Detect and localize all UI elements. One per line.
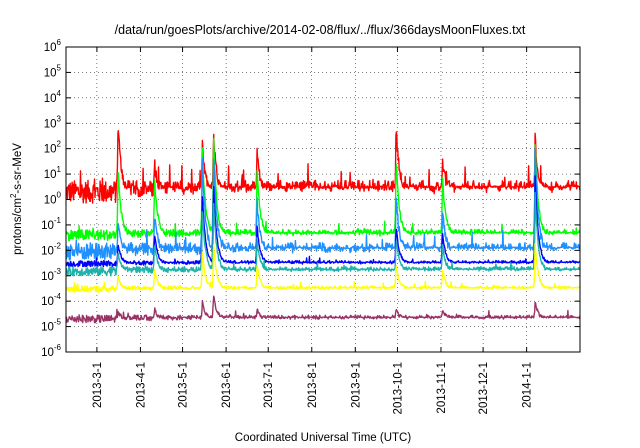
series-line xyxy=(65,129,581,204)
x-tick-label: 2013-11-1 xyxy=(436,362,448,414)
y-tick-exponent: -6 xyxy=(54,343,62,352)
y-tick-exponent: 6 xyxy=(57,38,62,47)
x-tick-label: 2013-6-1 xyxy=(221,362,233,408)
series-line xyxy=(65,242,581,293)
y-tick-label: 105 xyxy=(44,63,62,79)
y-tick-base: 10 xyxy=(41,245,54,257)
series-line xyxy=(65,147,581,261)
x-axis-label: Coordinated Universal Time (UTC) xyxy=(235,432,412,444)
y-tick-base: 10 xyxy=(41,220,54,232)
y-axis-label-prefix: protons/cm xyxy=(12,198,24,255)
y-tick-label: 10-4 xyxy=(41,292,61,308)
y-tick-base: 10 xyxy=(44,144,57,156)
y-tick-exponent: -3 xyxy=(54,267,62,276)
y-tick-exponent: 5 xyxy=(57,63,62,72)
y-tick-exponent: 1 xyxy=(57,165,62,174)
y-tick-base: 10 xyxy=(44,169,57,181)
series-layer xyxy=(65,129,581,324)
tick-marks xyxy=(66,46,580,353)
y-tick-label: 100 xyxy=(44,191,62,207)
y-tick-exponent: 2 xyxy=(57,140,62,149)
y-tick-label: 102 xyxy=(44,140,62,156)
y-tick-base: 10 xyxy=(44,93,57,105)
y-tick-exponent: -2 xyxy=(54,241,62,250)
y-tick-exponent: 4 xyxy=(57,89,62,98)
x-tick-label: 2013-12-1 xyxy=(478,362,490,414)
y-tick-exponent: -5 xyxy=(54,318,62,327)
y-axis-label: protons/cm2-s-sr-MeV xyxy=(9,143,24,255)
x-tick-label: 2013-7-1 xyxy=(263,362,275,408)
series-line xyxy=(65,295,581,324)
series-line xyxy=(65,137,581,242)
y-tick-label: 101 xyxy=(44,165,62,181)
y-tick-label: 10-6 xyxy=(41,343,61,359)
y-tick-exponent: -1 xyxy=(54,216,62,225)
y-tick-label: 10-2 xyxy=(41,241,61,257)
y-axis-label-superscript: 2 xyxy=(9,193,18,198)
y-tick-exponent: 0 xyxy=(57,191,62,200)
y-tick-label: 103 xyxy=(44,114,62,130)
y-tick-exponent: -4 xyxy=(54,292,62,301)
chart-title: /data/run/goesPlots/archive/2014-02-08/f… xyxy=(115,23,526,37)
y-tick-base: 10 xyxy=(44,195,57,207)
y-tick-exponent: 3 xyxy=(57,114,62,123)
y-tick-base: 10 xyxy=(41,271,54,283)
y-tick-base: 10 xyxy=(44,42,57,54)
x-tick-labels: 2013-3-1 2013-4-1 2013-5-1 2013-6-1 2013-7-1… xyxy=(92,362,534,414)
x-tick-label: 2013-9-1 xyxy=(350,362,362,408)
series-line xyxy=(65,191,581,277)
x-tick-label: 2013-3-1 xyxy=(92,362,104,408)
y-tick-label: 10-1 xyxy=(41,216,61,232)
x-tick-label: 2013-5-1 xyxy=(178,362,190,408)
x-tick-label: 2013-4-1 xyxy=(135,362,147,408)
x-tick-label: 2013-8-1 xyxy=(307,362,319,408)
y-tick-base: 10 xyxy=(44,118,57,130)
y-axis-label-suffix: -s-sr-MeV xyxy=(12,143,24,194)
y-tick-base: 10 xyxy=(41,347,54,359)
x-tick-label: 2014-1-1 xyxy=(522,362,534,408)
y-tick-base: 10 xyxy=(41,322,54,334)
series-line xyxy=(65,175,581,268)
y-tick-label: 104 xyxy=(44,89,62,105)
y-tick-label: 10-3 xyxy=(41,267,61,283)
y-tick-label: 10-5 xyxy=(41,318,61,334)
y-tick-base: 10 xyxy=(41,296,54,308)
y-tick-labels: 10-610-510-410-310-210-11001011021031041… xyxy=(41,38,61,359)
y-tick-base: 10 xyxy=(44,67,57,79)
x-tick-label: 2013-10-1 xyxy=(392,362,404,414)
y-tick-label: 106 xyxy=(44,38,62,54)
